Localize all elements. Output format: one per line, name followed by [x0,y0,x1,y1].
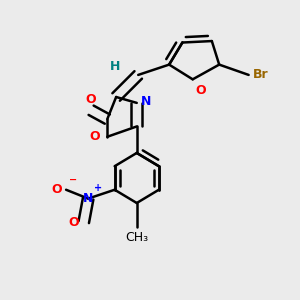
Text: N: N [141,95,152,108]
Text: +: + [94,183,102,193]
Text: Br: Br [253,68,269,81]
Text: H: H [110,60,121,73]
Text: N: N [83,192,93,205]
Text: O: O [51,183,62,196]
Text: −: − [69,175,77,185]
Text: O: O [89,130,100,143]
Text: O: O [86,93,96,106]
Text: O: O [69,216,79,229]
Text: O: O [196,84,206,97]
Text: CH₃: CH₃ [125,231,148,244]
